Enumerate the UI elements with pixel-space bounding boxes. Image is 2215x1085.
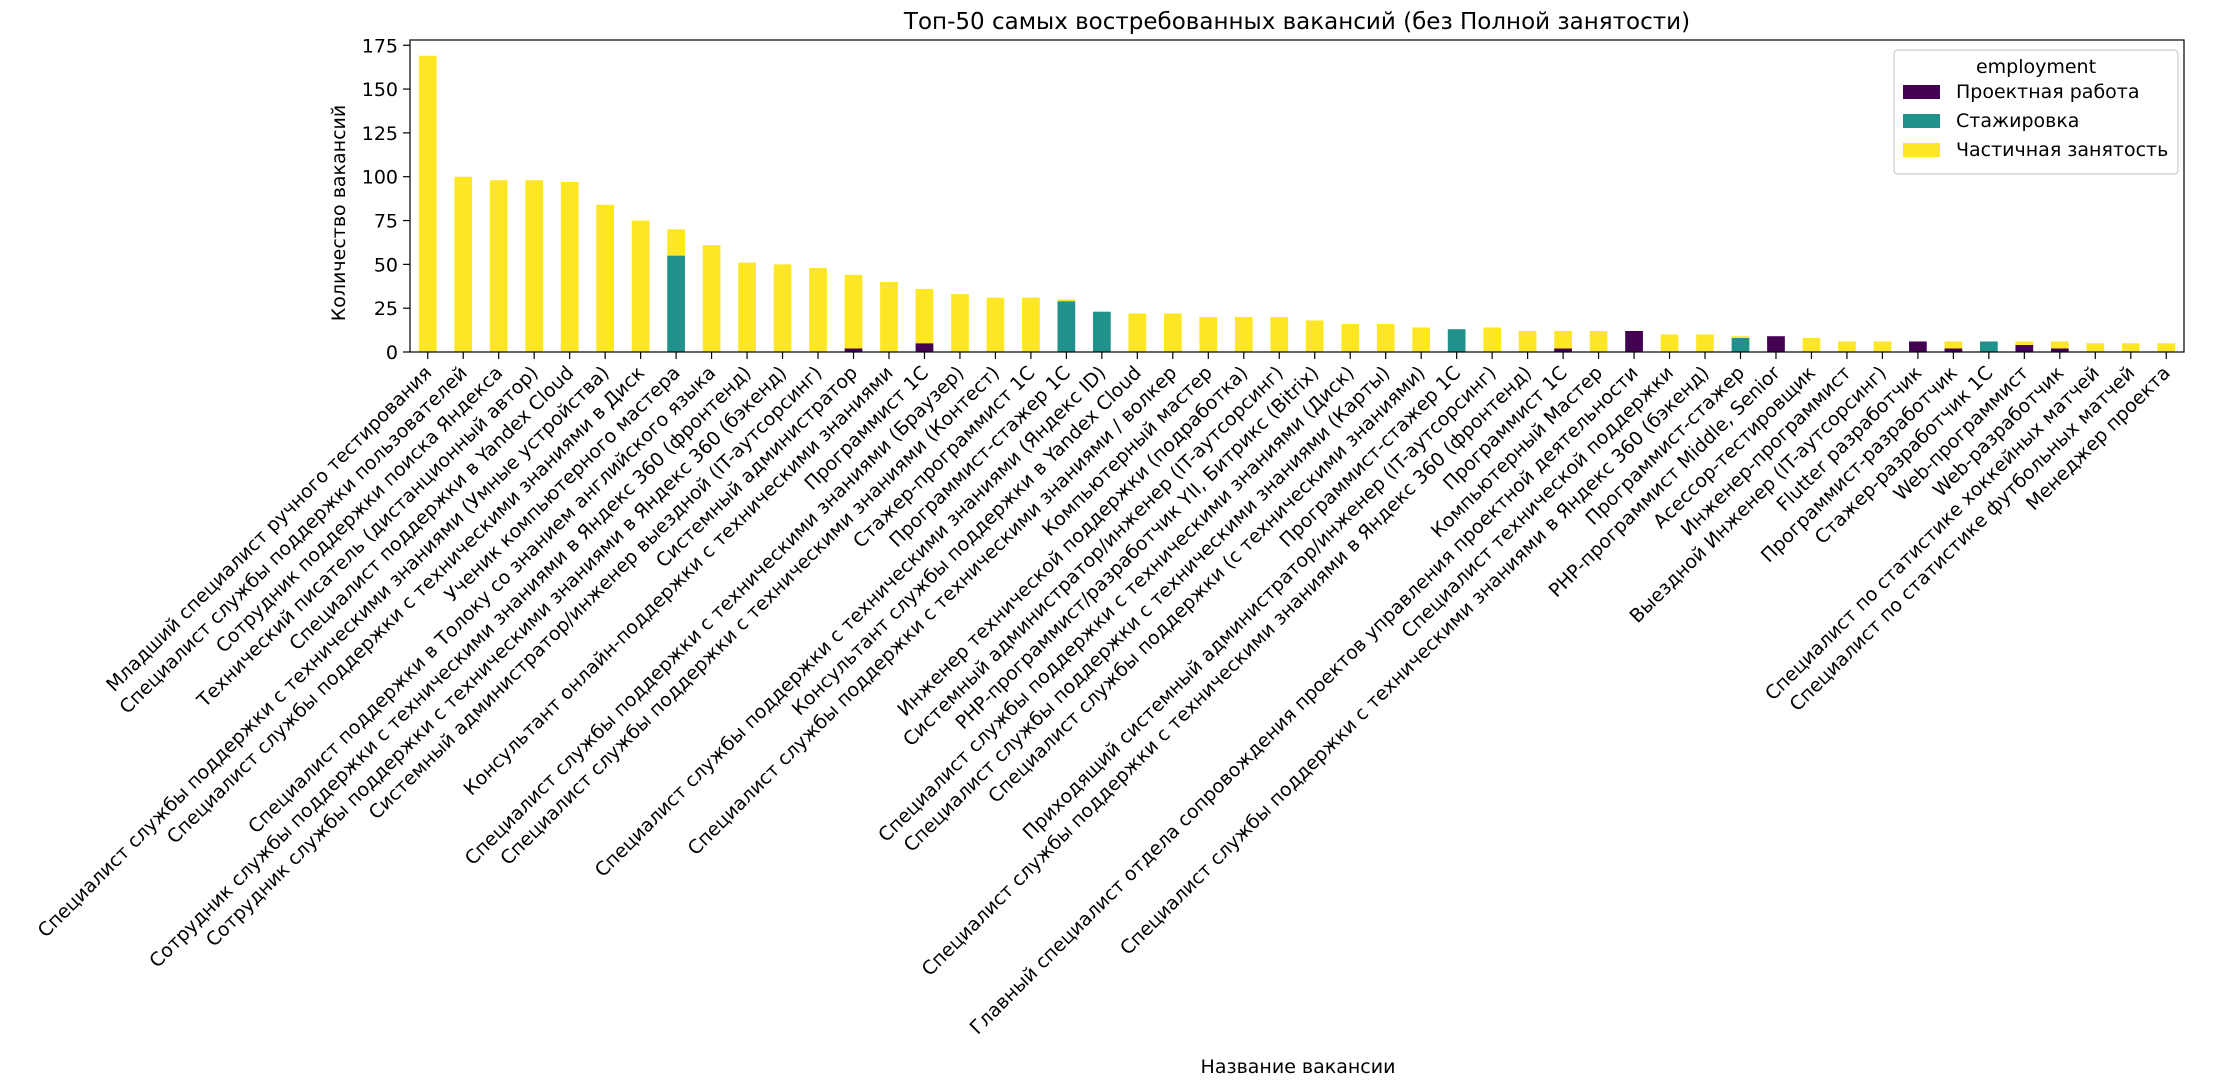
bar-segment	[1376, 323, 1395, 352]
y-tick-label: 125	[362, 123, 398, 145]
bar-segment	[1731, 337, 1750, 352]
bar-segment	[986, 297, 1005, 352]
bar-segment	[915, 343, 934, 352]
bars-group	[418, 55, 2176, 352]
bar-segment	[1696, 334, 1714, 352]
bar-segment	[1554, 348, 1572, 352]
bar-segment	[560, 181, 579, 352]
bar-segment	[1625, 330, 1643, 352]
bar-segment	[1944, 341, 1963, 349]
bar-segment	[880, 281, 898, 352]
chart-title: Топ-50 самых востребованных вакансий (бе…	[903, 9, 1690, 35]
bar-segment	[1341, 323, 1360, 352]
bar-segment	[2015, 344, 2034, 352]
y-tick-label: 150	[362, 79, 398, 101]
bar-segment	[418, 55, 437, 352]
bar-segment	[1731, 336, 1750, 338]
bar-segment	[596, 204, 615, 352]
bar-segment	[1660, 334, 1679, 352]
bar-segment	[1163, 313, 1182, 352]
bar-segment	[1057, 301, 1076, 352]
bar-segment	[2050, 341, 2069, 349]
y-tick-label: 100	[362, 167, 398, 189]
bar-segment	[667, 255, 685, 352]
bar-segment	[1909, 341, 1927, 352]
legend-label: Стажировка	[1956, 110, 2079, 132]
bar-segment	[1305, 320, 1324, 352]
legend-swatch	[1903, 114, 1940, 128]
bar-segment	[915, 288, 934, 344]
bar-segment	[1802, 337, 1821, 352]
legend-label: Проектная работа	[1956, 81, 2140, 103]
y-ticks-group: 0 25 50 75 100 125 150 175	[362, 35, 410, 364]
bar-segment	[631, 220, 650, 352]
bar-segment	[525, 180, 544, 352]
bar-segment	[2086, 343, 2105, 352]
bar-segment	[1873, 341, 1892, 352]
bar-segment	[1022, 297, 1040, 352]
bar-segment	[1199, 316, 1218, 352]
legend-label: Частичная занятость	[1956, 139, 2168, 161]
bar-segment	[844, 274, 863, 349]
bar-segment	[1554, 330, 1572, 349]
bar-segment	[1092, 311, 1111, 352]
y-tick-label: 75	[374, 211, 398, 233]
bar-segment	[809, 267, 827, 352]
y-axis-label: Количество вакансий	[328, 105, 350, 321]
legend-swatch	[1903, 143, 1940, 157]
plot-frame	[409, 39, 2185, 353]
legend-box	[1893, 49, 2179, 175]
bar-segment	[454, 176, 473, 352]
bar-segment	[1483, 327, 1502, 352]
bar-segment	[1234, 316, 1253, 352]
y-tick-label: 25	[374, 298, 398, 320]
x-axis-label: Название вакансии	[1201, 1056, 1396, 1078]
bar-segment	[2050, 348, 2069, 352]
y-tick-label: 0	[386, 342, 398, 364]
y-tick-label: 175	[362, 35, 398, 57]
legend-swatch	[1903, 85, 1940, 99]
bar-segment	[1447, 329, 1466, 352]
bar-segment	[2157, 343, 2176, 352]
bar-segment	[773, 264, 792, 352]
bar-segment	[1979, 341, 1998, 352]
bar-segment	[1589, 330, 1608, 352]
bar-segment	[1944, 348, 1963, 352]
bar-segment	[2121, 343, 2140, 352]
legend-title: employment	[1976, 56, 2096, 78]
bar-segment	[1057, 299, 1076, 302]
bar-segment	[489, 180, 508, 352]
bar-segment	[1412, 327, 1431, 352]
bar-segment	[844, 348, 863, 352]
bar-segment	[951, 294, 969, 352]
legend: employment Проектная работа Стажировка Час…	[1893, 49, 2179, 175]
bar-segment	[667, 229, 685, 256]
bar-segment	[738, 262, 756, 352]
bar-segment	[1767, 336, 1785, 352]
legend-items: Проектная работа Стажировка Частичная заня…	[1903, 81, 2168, 161]
bar-segment	[1518, 330, 1537, 352]
x-ticks-group: Младший специалист ручного тестированияС…	[34, 352, 2175, 1039]
y-tick-label: 50	[374, 254, 398, 276]
bar-segment	[1270, 316, 1289, 352]
bar-segment	[1838, 341, 1856, 352]
bar-segment	[2015, 341, 2034, 345]
bar-segment	[1128, 313, 1147, 352]
bar-segment	[702, 245, 721, 352]
